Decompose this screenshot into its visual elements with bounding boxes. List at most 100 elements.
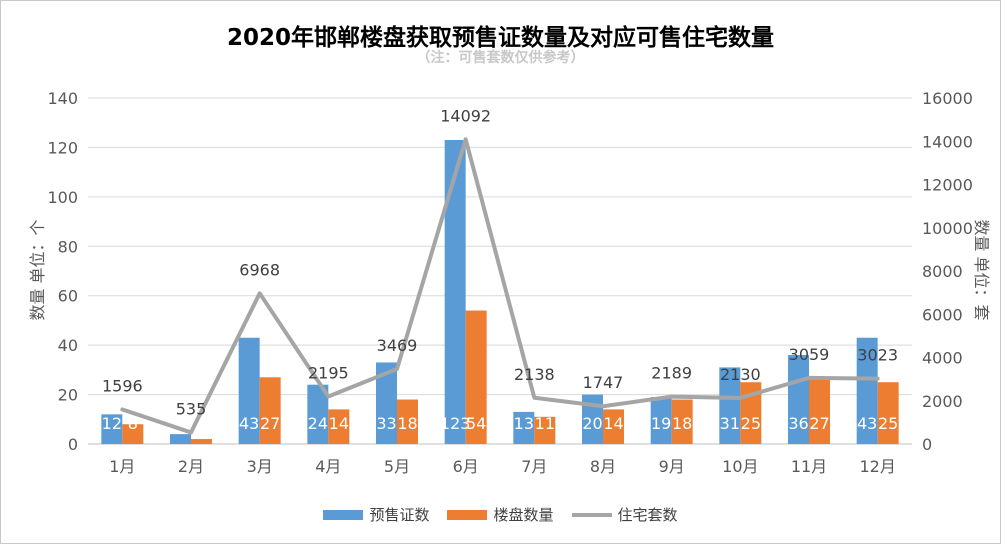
bar-projects bbox=[259, 377, 281, 444]
bar-projects bbox=[603, 409, 624, 444]
line-label-units: 2138 bbox=[514, 365, 555, 384]
bar-label-presale: 24 bbox=[308, 414, 328, 433]
legend-label-presale: 预售证数 bbox=[369, 506, 430, 524]
x-tick-label: 12月 bbox=[859, 457, 895, 476]
y-tick-right: 14000 bbox=[922, 132, 973, 151]
bar-projects bbox=[671, 399, 693, 444]
x-tick-label: 8月 bbox=[590, 457, 616, 476]
bar-label-projects: 2 bbox=[196, 414, 206, 433]
y-tick-right: 8000 bbox=[922, 262, 963, 281]
legend: 预售证数 楼盘数量 住宅套数 bbox=[0, 504, 1001, 525]
legend-item-projects: 楼盘数量 bbox=[447, 504, 554, 525]
bar-label-projects: 25 bbox=[741, 414, 761, 433]
x-tick-label: 11月 bbox=[791, 457, 827, 476]
line-label-units: 3059 bbox=[789, 345, 830, 364]
bar-label-presale: 19 bbox=[651, 414, 671, 433]
x-tick-label: 3月 bbox=[247, 457, 273, 476]
x-tick-label: 1月 bbox=[109, 457, 135, 476]
line-label-units: 535 bbox=[176, 399, 207, 418]
x-tick-label: 2月 bbox=[178, 457, 204, 476]
bar-projects bbox=[122, 424, 144, 444]
line-label-units: 2189 bbox=[651, 364, 692, 383]
bar-label-projects: 54 bbox=[466, 414, 486, 433]
bar-label-presale: 33 bbox=[376, 414, 396, 433]
bar-label-presale: 12 bbox=[102, 414, 122, 433]
bar-presale bbox=[170, 434, 191, 444]
x-tick-label: 6月 bbox=[453, 457, 479, 476]
chart-title: 2020年邯郸楼盘获取预售证数量及对应可售住宅数量 bbox=[226, 25, 774, 51]
y-tick-right: 16000 bbox=[922, 89, 973, 108]
y-tick-right: 6000 bbox=[922, 305, 963, 324]
y-tick-right: 0 bbox=[922, 435, 932, 454]
bar-presale bbox=[719, 367, 741, 444]
bar-label-projects: 25 bbox=[878, 414, 898, 433]
line-label-units: 3469 bbox=[377, 336, 418, 355]
bar-presale bbox=[513, 411, 535, 444]
bar-projects bbox=[809, 377, 830, 444]
bar-projects bbox=[397, 399, 418, 444]
y-tick-left: 40 bbox=[58, 336, 78, 355]
line-label-units: 3023 bbox=[857, 346, 898, 365]
bar-label-projects: 11 bbox=[535, 414, 555, 433]
bar-label-projects: 27 bbox=[260, 414, 280, 433]
x-tick-label: 5月 bbox=[384, 457, 410, 476]
line-label-units: 2195 bbox=[308, 364, 349, 383]
line-label-units: 1747 bbox=[583, 373, 624, 392]
line-label-units: 6968 bbox=[239, 260, 280, 279]
bar-label-projects: 18 bbox=[672, 414, 692, 433]
y-tick-left: 80 bbox=[58, 237, 78, 256]
bar-presale bbox=[788, 355, 809, 444]
bar-label-presale: 13 bbox=[514, 414, 534, 433]
bar-presale bbox=[650, 397, 672, 444]
y-tick-right: 10000 bbox=[922, 219, 973, 238]
legend-swatch-projects bbox=[447, 509, 488, 520]
bar-label-projects: 18 bbox=[397, 414, 417, 433]
bar-label-presale: 43 bbox=[857, 414, 877, 433]
y-tick-left: 140 bbox=[47, 89, 78, 108]
y-tick-left: 60 bbox=[58, 287, 78, 306]
bar-presale bbox=[307, 384, 329, 444]
legend-item-units: 住宅套数 bbox=[571, 504, 678, 525]
bar-projects bbox=[465, 310, 487, 444]
line-label-units: 2130 bbox=[720, 365, 761, 384]
x-tick-label: 4月 bbox=[315, 457, 341, 476]
bar-presale bbox=[856, 337, 878, 444]
legend-swatch-presale bbox=[323, 509, 364, 520]
line-label-units: 14092 bbox=[440, 106, 491, 125]
legend-item-presale: 预售证数 bbox=[323, 504, 429, 525]
y-tick-left: 120 bbox=[47, 138, 78, 157]
bar-label-projects: 8 bbox=[128, 414, 138, 433]
y-tick-left: 100 bbox=[47, 188, 78, 207]
chart-subtitle: （注：可售套数仅供参考） bbox=[416, 50, 585, 66]
bar-label-presale: 36 bbox=[788, 414, 808, 433]
x-tick-label: 7月 bbox=[521, 457, 547, 476]
y-tick-right: 12000 bbox=[922, 176, 973, 195]
bar-label-projects: 14 bbox=[603, 414, 623, 433]
line-units bbox=[120, 137, 880, 435]
y-tick-left: 0 bbox=[68, 435, 78, 454]
y-tick-right: 4000 bbox=[922, 349, 963, 368]
bar-projects bbox=[534, 416, 556, 444]
y-tick-right: 2000 bbox=[922, 392, 963, 411]
y-tick-left: 20 bbox=[58, 386, 78, 405]
bar-label-presale: 43 bbox=[239, 414, 259, 433]
bar-projects bbox=[191, 439, 212, 444]
x-tick-label: 9月 bbox=[659, 457, 685, 476]
legend-label-projects: 楼盘数量 bbox=[493, 506, 554, 524]
bar-presale bbox=[238, 337, 260, 444]
bar-label-presale: 20 bbox=[582, 414, 602, 433]
line-label-units: 1596 bbox=[102, 376, 143, 395]
legend-swatch-units bbox=[571, 512, 612, 517]
bar-label-presale: 31 bbox=[720, 414, 740, 433]
bar-label-presale: 4 bbox=[175, 414, 185, 433]
bar-label-projects: 27 bbox=[809, 414, 829, 433]
bar-label-projects: 14 bbox=[329, 414, 349, 433]
bar-presale bbox=[376, 362, 397, 444]
bar-projects bbox=[877, 382, 899, 444]
bar-label-presale: 123 bbox=[440, 414, 471, 433]
bar-presale bbox=[101, 414, 123, 444]
bar-projects bbox=[328, 409, 350, 444]
x-tick-label: 10月 bbox=[722, 457, 758, 476]
bar-presale bbox=[444, 140, 466, 444]
